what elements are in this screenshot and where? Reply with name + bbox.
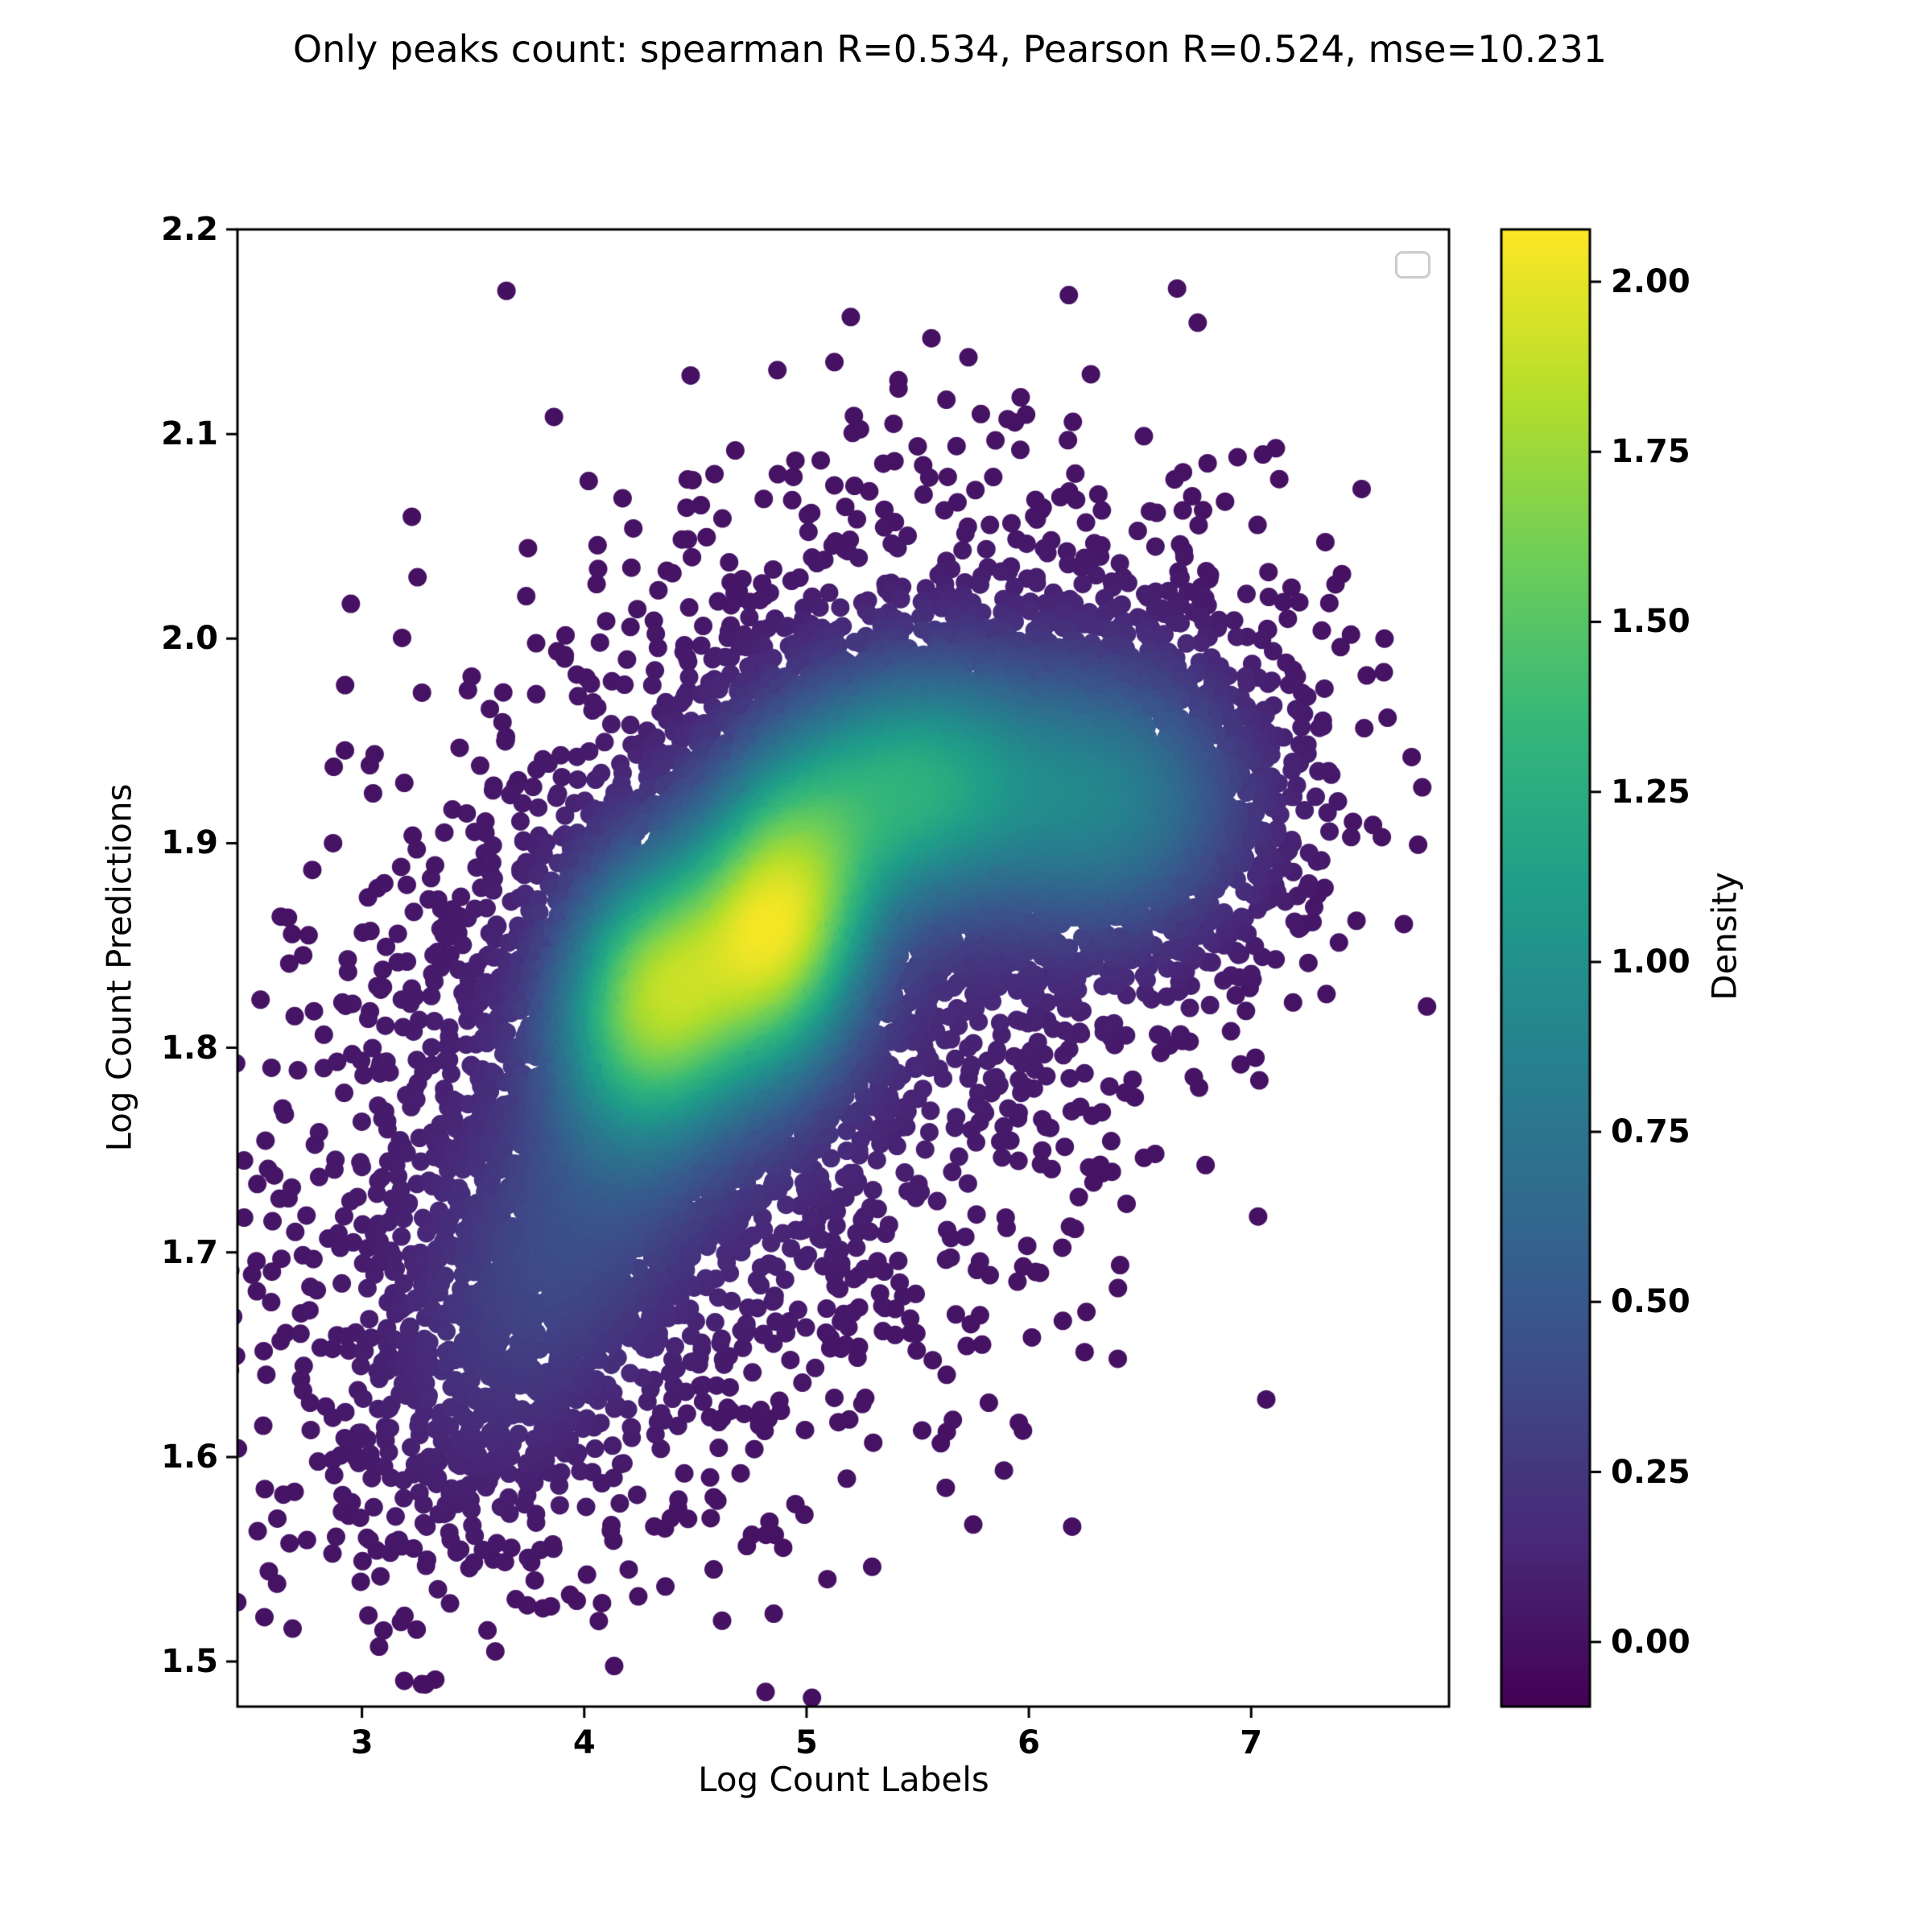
y-tick-label: 2.1 bbox=[161, 415, 218, 453]
colorbar-tick-label: 1.75 bbox=[1611, 433, 1690, 471]
y-tick-label: 1.5 bbox=[161, 1643, 218, 1681]
x-tick-label: 7 bbox=[1240, 1724, 1263, 1761]
colorbar-tick-label: 2.00 bbox=[1611, 263, 1690, 301]
x-tick-label: 3 bbox=[350, 1724, 374, 1761]
colorbar-tick-label: 1.00 bbox=[1611, 943, 1690, 980]
y-axis-label: Log Count Predictions bbox=[99, 783, 139, 1152]
colorbar-tick-label: 1.50 bbox=[1611, 603, 1690, 641]
colorbar-tick-label: 1.25 bbox=[1611, 773, 1690, 811]
x-tick-label: 4 bbox=[572, 1724, 596, 1761]
y-tick-label: 1.6 bbox=[161, 1438, 218, 1476]
y-tick-label: 2.0 bbox=[161, 620, 218, 658]
colorbar-tick-label: 0.25 bbox=[1611, 1453, 1690, 1491]
x-tick-label: 5 bbox=[795, 1724, 818, 1761]
y-tick-label: 1.8 bbox=[161, 1029, 218, 1067]
x-tick-label: 6 bbox=[1018, 1724, 1040, 1761]
colorbar-tick-label: 0.75 bbox=[1611, 1113, 1690, 1151]
x-axis-label: Log Count Labels bbox=[698, 1760, 989, 1799]
y-tick-label: 1.7 bbox=[161, 1233, 218, 1271]
colorbar-tick-label: 0.00 bbox=[1611, 1623, 1690, 1661]
colorbar-label: Density bbox=[1704, 872, 1744, 1001]
y-tick-label: 2.2 bbox=[161, 211, 218, 248]
colorbar-tick-label: 0.50 bbox=[1611, 1283, 1690, 1321]
chart-title: Only peaks count: spearman R=0.534, Pear… bbox=[292, 27, 1608, 71]
y-tick-label: 1.9 bbox=[161, 824, 218, 862]
legend-placeholder-box bbox=[1395, 251, 1430, 279]
